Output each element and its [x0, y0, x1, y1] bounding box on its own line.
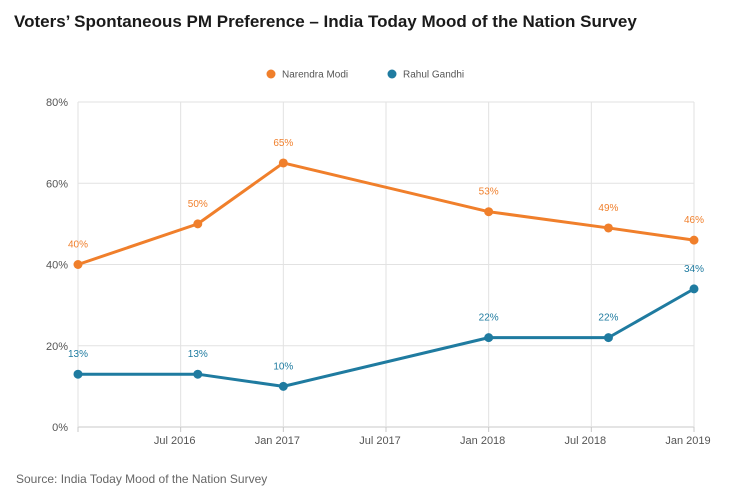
- series-line: [78, 287, 695, 388]
- data-label: 34%: [684, 264, 704, 275]
- data-label: 10%: [273, 361, 293, 372]
- data-point: [193, 219, 203, 229]
- x-tick-label: Jul 2017: [359, 435, 401, 447]
- data-point: [278, 158, 288, 168]
- data-label: 13%: [188, 349, 208, 360]
- data-point: [689, 235, 699, 245]
- data-label: 22%: [479, 313, 499, 324]
- x-tick-label: Jan 2017: [255, 435, 300, 447]
- y-tick-label: 20%: [46, 341, 68, 353]
- y-tick-label: 60%: [46, 178, 68, 190]
- data-point: [603, 223, 613, 233]
- x-tick-label: Jul 2018: [565, 435, 607, 447]
- chart-title: Voters’ Spontaneous PM Preference – Indi…: [14, 12, 637, 31]
- data-point: [73, 369, 83, 379]
- data-point: [484, 207, 494, 217]
- data-label: 46%: [684, 215, 704, 226]
- data-point: [73, 260, 83, 269]
- data-label: 49%: [598, 203, 618, 214]
- x-tick-label: Jul 2016: [154, 435, 196, 447]
- data-point: [689, 284, 699, 294]
- data-label: 22%: [598, 313, 618, 324]
- legend-marker: [266, 69, 276, 79]
- y-tick-label: 40%: [46, 260, 68, 272]
- x-tick-label: Jan 2018: [460, 435, 505, 447]
- data-point: [193, 369, 203, 379]
- data-label: 53%: [479, 187, 499, 198]
- x-tick-label: Jan 2019: [665, 435, 710, 447]
- data-point: [603, 333, 613, 343]
- data-label: 65%: [273, 138, 293, 149]
- legend-label: Narendra Modi: [282, 70, 348, 81]
- source-note: Source: India Today Mood of the Nation S…: [16, 472, 268, 486]
- data-label: 40%: [68, 240, 88, 251]
- data-point: [278, 381, 288, 391]
- data-point: [484, 333, 494, 343]
- data-label: 13%: [68, 349, 88, 360]
- y-tick-label: 80%: [46, 97, 68, 109]
- y-tick-label: 0%: [52, 422, 68, 434]
- legend-label: Rahul Gandhi: [403, 70, 464, 81]
- data-label: 50%: [188, 199, 208, 210]
- legend-marker: [387, 69, 397, 79]
- series-line: [77, 161, 695, 266]
